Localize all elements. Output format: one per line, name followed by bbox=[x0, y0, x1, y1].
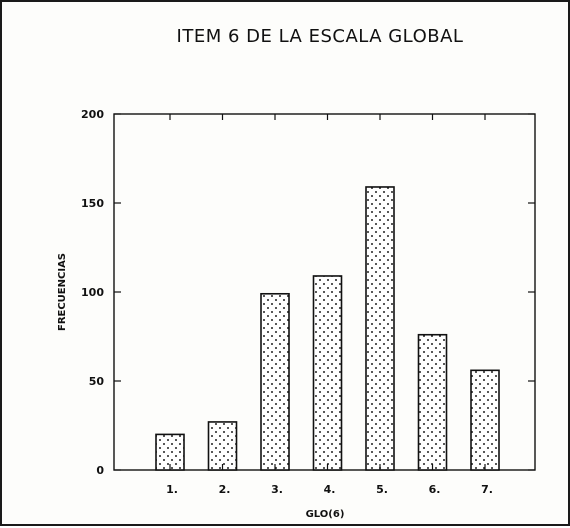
bar-2 bbox=[207, 421, 238, 471]
bar-6 bbox=[417, 333, 448, 471]
y-tick-label: 200 bbox=[81, 108, 104, 121]
x-axis-label: GLO(6) bbox=[306, 509, 345, 520]
bar-3 bbox=[260, 292, 290, 471]
x-tick-label: 1. bbox=[166, 483, 178, 496]
x-tick-label: 7. bbox=[481, 483, 493, 496]
plot-area: 0 50 100 150 200 1. 2. 3. 4. 5. 6. 7. bbox=[81, 108, 536, 496]
x-tick-label: 3. bbox=[271, 483, 283, 496]
bar-4 bbox=[312, 275, 343, 471]
y-tick-label: 0 bbox=[96, 464, 104, 477]
chart-title: ITEM 6 DE LA ESCALA GLOBAL bbox=[177, 26, 464, 47]
y-tick-label: 150 bbox=[81, 197, 104, 210]
x-tick-label: 6. bbox=[429, 483, 441, 496]
x-tick-label: 4. bbox=[324, 483, 336, 496]
bar-7 bbox=[470, 369, 500, 471]
x-tick-label: 5. bbox=[376, 483, 388, 496]
y-axis-label: FRECUENCIAS bbox=[57, 253, 68, 331]
bar-5 bbox=[365, 186, 395, 471]
y-tick-label: 50 bbox=[89, 375, 105, 388]
x-tick-label: 2. bbox=[219, 483, 231, 496]
y-tick-label: 100 bbox=[81, 286, 104, 299]
